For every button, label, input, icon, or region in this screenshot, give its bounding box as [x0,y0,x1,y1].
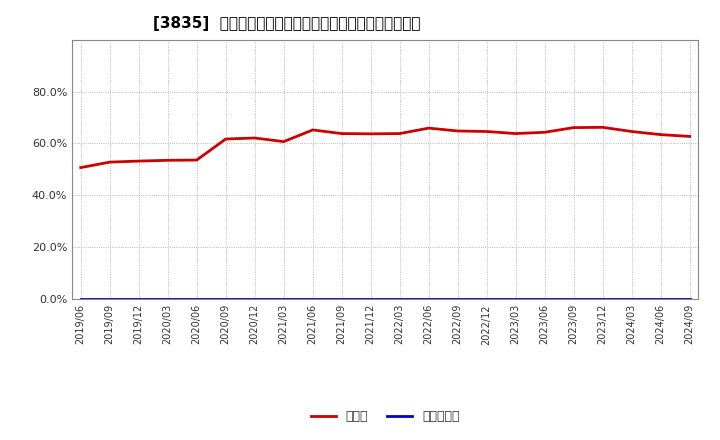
現須金 [308,127,317,132]
有利子負債 [395,297,404,302]
有利子負債 [454,297,462,302]
Text: [3835]  現須金、有利子負債の総資産に対する比率の推移: [3835] 現須金、有利子負債の総資産に対する比率の推移 [153,16,421,32]
有利子負債 [338,297,346,302]
現須金 [598,125,607,130]
現須金 [511,131,520,136]
有利子負債 [685,297,694,302]
現須金 [454,128,462,134]
有利子負債 [251,297,259,302]
有利子負債 [482,297,491,302]
有利子負債 [192,297,201,302]
現須金 [482,129,491,134]
現須金 [163,158,172,163]
有利子負債 [163,297,172,302]
現須金 [221,136,230,142]
現須金 [627,129,636,134]
現須金 [541,130,549,135]
現須金 [251,136,259,141]
有利子負債 [135,297,143,302]
現須金 [338,131,346,136]
有利子負債 [570,297,578,302]
有利子負債 [627,297,636,302]
現須金 [657,132,665,137]
有利子負債 [511,297,520,302]
有利子負債 [308,297,317,302]
現須金 [192,158,201,163]
現須金 [366,131,375,136]
Line: 現須金: 現須金 [81,127,690,168]
現須金 [279,139,288,144]
現須金 [685,134,694,139]
有利子負債 [657,297,665,302]
有利子負債 [221,297,230,302]
現須金 [395,131,404,136]
有利子負債 [76,297,85,302]
現須金 [76,165,85,170]
現須金 [424,125,433,131]
有利子負債 [424,297,433,302]
Legend: 現須金, 有利子負債: 現須金, 有利子負債 [306,405,464,428]
有利子負債 [366,297,375,302]
有利子負債 [541,297,549,302]
有利子負債 [598,297,607,302]
有利子負債 [279,297,288,302]
有利子負債 [105,297,114,302]
現須金 [105,159,114,165]
現須金 [570,125,578,130]
現須金 [135,158,143,164]
